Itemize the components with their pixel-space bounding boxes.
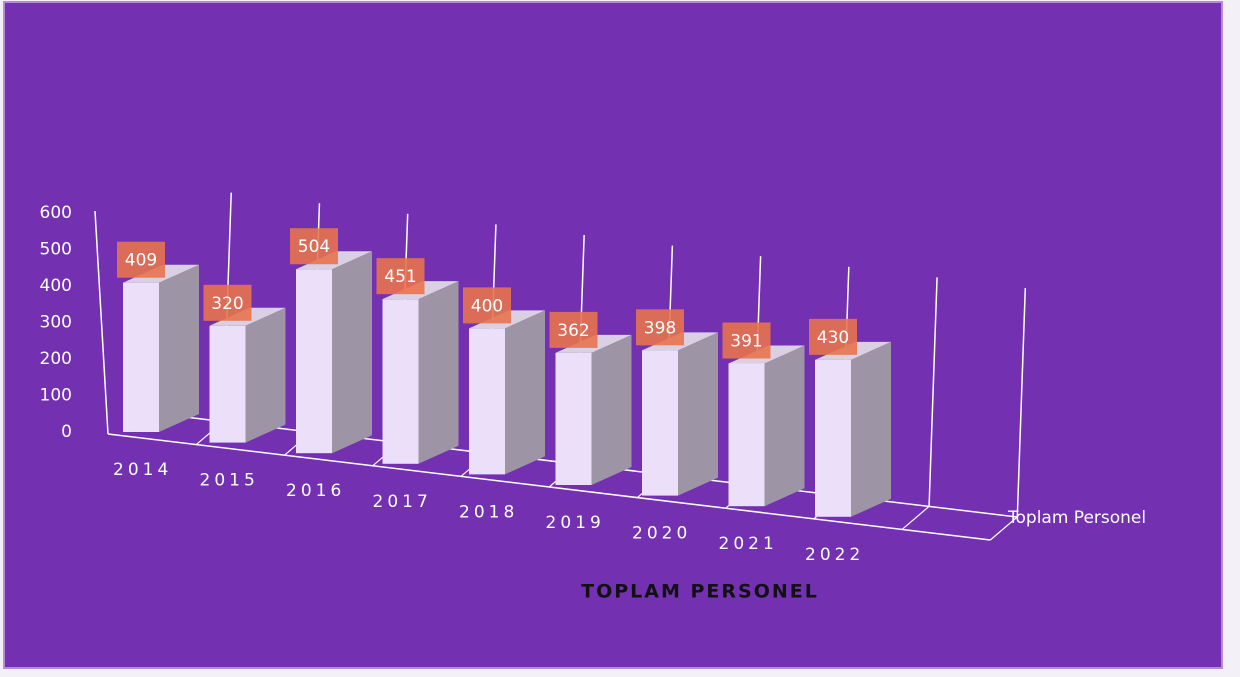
bar-front xyxy=(296,269,332,454)
data-label: 320 xyxy=(211,294,243,314)
x-tick-label: 2019 xyxy=(546,513,605,533)
x-tick-label: 2021 xyxy=(719,534,778,554)
data-label-box xyxy=(636,309,684,346)
bar xyxy=(642,332,718,496)
data-label-box xyxy=(722,322,771,359)
data-label: 409 xyxy=(125,251,157,271)
data-label: 504 xyxy=(298,237,330,257)
x-tick-label: 2022 xyxy=(805,545,864,565)
data-label: 451 xyxy=(384,267,416,287)
x-tick-label: 2017 xyxy=(373,492,432,512)
bar-front xyxy=(642,350,678,496)
bar-front xyxy=(469,328,505,475)
bar xyxy=(555,334,632,485)
data-label-box xyxy=(290,228,338,265)
data-label-box xyxy=(809,318,857,355)
data-label: 398 xyxy=(644,318,676,338)
bar-front xyxy=(209,325,246,443)
bar xyxy=(123,264,199,432)
data-label-box xyxy=(376,258,425,295)
bar-side xyxy=(851,341,891,517)
data-label: 391 xyxy=(730,331,762,351)
data-label: 400 xyxy=(471,296,503,316)
bar xyxy=(469,310,545,475)
chart-title: TOPLAM PERSONEL xyxy=(581,581,819,603)
y-tick-label: 0 xyxy=(61,422,72,442)
data-label-box xyxy=(463,287,511,324)
x-tick-label: 2020 xyxy=(632,524,691,544)
y-tick-label: 400 xyxy=(40,276,72,296)
bar xyxy=(296,251,372,454)
floor-divider xyxy=(989,516,1018,541)
bar-front xyxy=(815,359,851,517)
data-label-box xyxy=(203,284,252,321)
wall-line xyxy=(1016,287,1027,518)
y-axis xyxy=(94,210,109,435)
data-label: 362 xyxy=(557,321,589,341)
y-tick-label: 600 xyxy=(40,203,72,223)
data-label-box xyxy=(549,311,598,348)
bar xyxy=(815,341,891,517)
x-tick-label: 2015 xyxy=(200,471,259,491)
bar xyxy=(209,307,286,443)
bar xyxy=(728,345,805,507)
bar-side xyxy=(591,334,632,485)
wall-line xyxy=(928,277,938,507)
bar-side xyxy=(764,345,805,507)
data-label: 430 xyxy=(817,328,849,348)
y-tick-label: 500 xyxy=(40,240,72,260)
x-tick-label: 2014 xyxy=(113,460,172,480)
bar-side xyxy=(418,281,459,464)
floor-divider xyxy=(901,505,930,530)
data-label-box xyxy=(117,241,165,278)
x-tick-label: 2018 xyxy=(459,502,518,522)
bar-front xyxy=(382,299,419,464)
bar-side xyxy=(505,310,545,475)
bar-front xyxy=(123,282,159,432)
x-tick-label: 2016 xyxy=(286,481,345,501)
y-tick-label: 100 xyxy=(40,386,72,406)
bar-side xyxy=(332,251,372,454)
bar-front xyxy=(555,352,592,485)
y-tick-label: 300 xyxy=(40,313,72,333)
bar-side xyxy=(159,264,199,432)
bar-side xyxy=(678,332,718,496)
bar-front xyxy=(728,363,765,507)
bar-side xyxy=(245,307,286,443)
bar xyxy=(382,281,459,464)
y-tick-label: 200 xyxy=(40,349,72,369)
legend-label: Toplam Personel xyxy=(1007,508,1146,528)
